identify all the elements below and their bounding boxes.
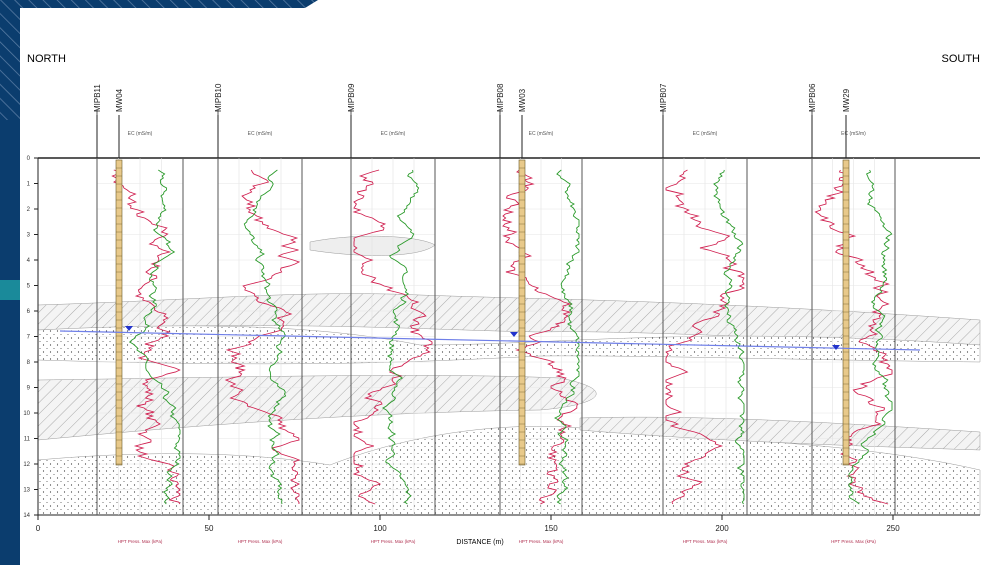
ec-label: EC (mS/m) (529, 131, 554, 137)
borehole-label: MIPB07 (659, 83, 668, 112)
depth-tick-label: 8 (27, 360, 31, 366)
depth-tick-label: 7 (27, 335, 31, 341)
ec-label: EC (mS/m) (841, 131, 866, 137)
page: EC (mS/m) HPT Press. Max (kPa) EC (mS/m) HP… (0, 0, 986, 565)
hpt-label: HPT Press. Max (kPa) (683, 539, 728, 544)
accent (0, 280, 20, 300)
depth-tick-label: 14 (23, 513, 30, 519)
ec-label: EC (mS/m) (693, 131, 718, 137)
borehole-label: MIPB10 (214, 83, 223, 112)
depth-tick-label: 10 (23, 411, 30, 417)
hpt-label: HPT Press. Max (kPa) (371, 539, 416, 544)
borehole-label: MW04 (115, 88, 124, 112)
borehole-label: MIPB09 (347, 83, 356, 112)
lithology (38, 236, 980, 515)
north-label: NORTH (27, 53, 66, 65)
depth-tick-label: 3 (27, 233, 31, 239)
distance-title: DISTANCE (m) (456, 539, 503, 546)
side-pattern (0, 0, 20, 120)
well-casing (843, 160, 849, 465)
south-label: SOUTH (942, 53, 981, 65)
borehole-label: MW03 (518, 88, 527, 112)
borehole-label: MIPB08 (496, 83, 505, 112)
depth-tick-label: 4 (27, 258, 31, 264)
depth-tick-label: 6 (27, 309, 31, 315)
depth-tick-label: 12 (23, 462, 30, 468)
depth-tick-label: 2 (27, 207, 31, 213)
borehole-label: MIPB06 (808, 83, 817, 112)
borehole-label: MW29 (842, 88, 851, 112)
cross-section: EC (mS/m) HPT Press. Max (kPa) EC (mS/m) HP… (0, 0, 986, 565)
distance-tick-label: 250 (886, 524, 900, 533)
depth-tick-label: 1 (27, 182, 31, 188)
hpt-label: HPT Press. Max (kPa) (238, 539, 283, 544)
depth-tick-label: 9 (27, 386, 31, 392)
ec-label: EC (mS/m) (248, 131, 273, 137)
depth-tick-label: 0 (27, 156, 31, 162)
distance-tick-label: 150 (544, 524, 558, 533)
hpt-label: HPT Press. Max (kPa) (519, 539, 564, 544)
distance-tick-label: 0 (36, 524, 41, 533)
hpt-label: HPT Press. Max (kPa) (831, 539, 876, 544)
distance-tick-label: 200 (715, 524, 729, 533)
depth-tick-label: 11 (24, 437, 31, 443)
well-casing (519, 160, 525, 465)
ec-label: EC (mS/m) (381, 131, 406, 137)
depth-tick-label: 13 (23, 488, 30, 494)
depth-tick-label: 5 (27, 284, 31, 290)
ec-label: EC (mS/m) (128, 131, 153, 137)
borehole-label: MIPB11 (93, 84, 102, 112)
top-band (0, 0, 318, 8)
distance-tick-label: 50 (205, 524, 214, 533)
well-casing (116, 160, 122, 465)
distance-tick-label: 100 (373, 524, 387, 533)
hpt-label: HPT Press. Max (kPa) (118, 539, 163, 544)
